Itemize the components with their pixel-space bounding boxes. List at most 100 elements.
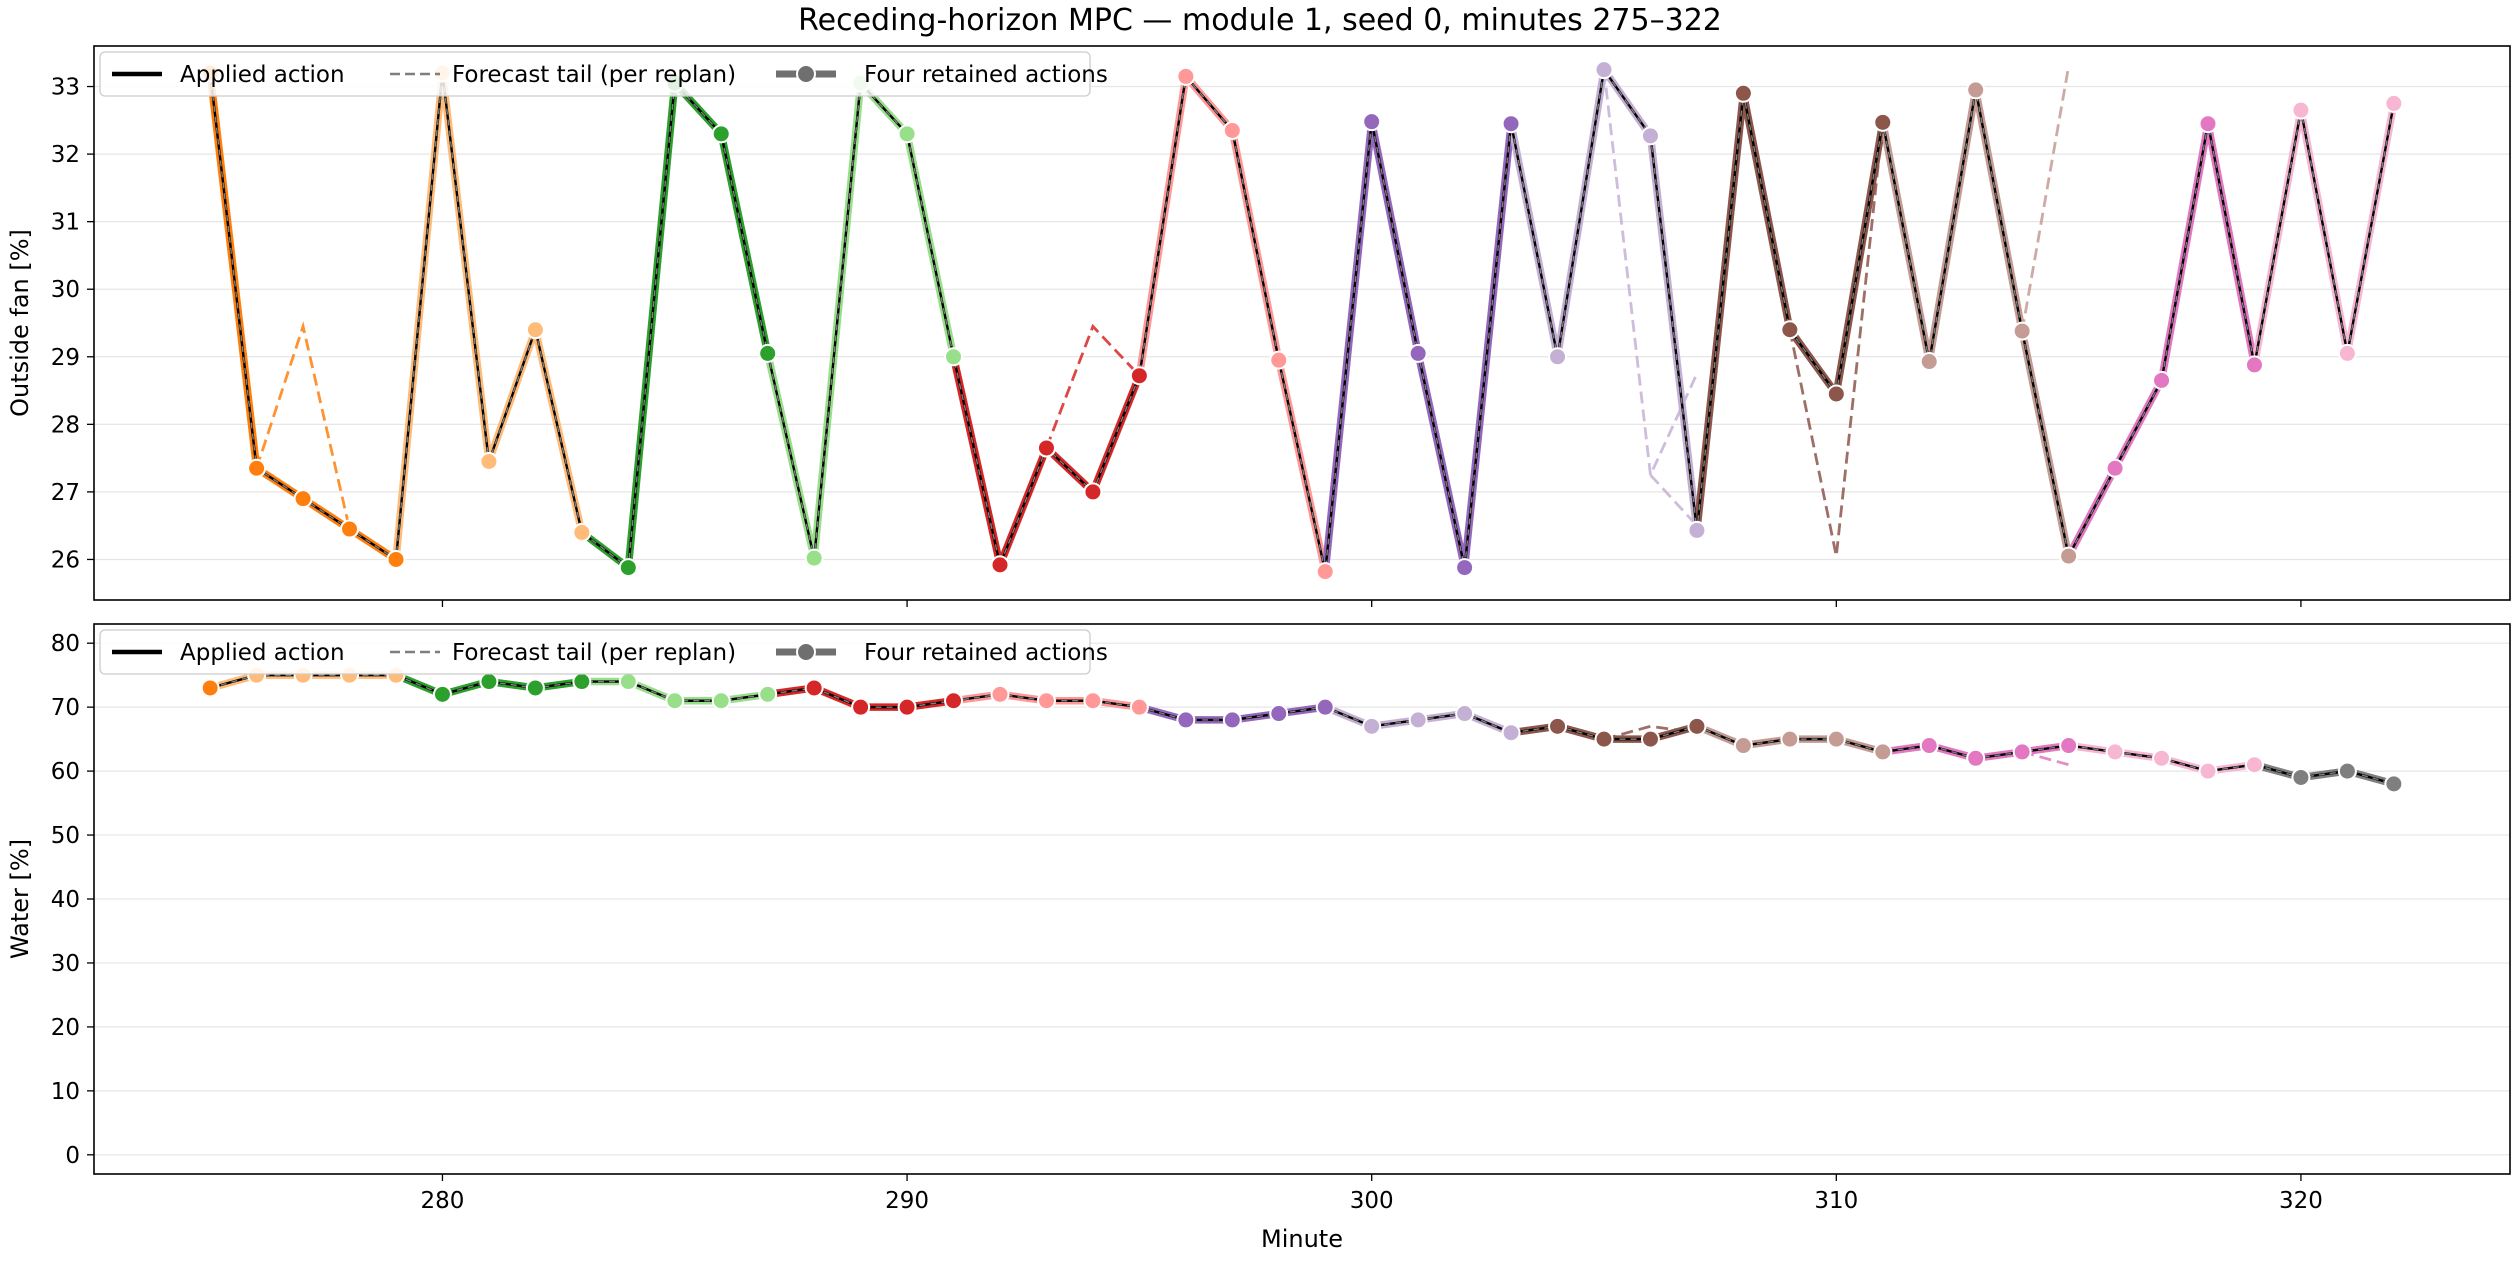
retained-point (665, 691, 685, 711)
y-tick-label: 10 (51, 1079, 80, 1105)
legend-retained-label: Four retained actions (864, 640, 1108, 666)
retained-point (2059, 736, 2079, 756)
forecast-tail-line (2020, 66, 2070, 332)
retained-point (479, 452, 499, 471)
retained-point (1455, 704, 1475, 724)
retained-point (944, 691, 964, 711)
retained-point (1640, 729, 1660, 749)
retained-point (804, 548, 824, 568)
retained-point (572, 522, 592, 542)
legend-box (99, 51, 1091, 97)
y-tick-label: 26 (51, 547, 80, 573)
retained-point (2384, 93, 2404, 113)
retained-point (851, 697, 871, 717)
retained-point (1501, 114, 1521, 134)
retained-point (432, 684, 452, 704)
retained-point (2291, 767, 2311, 787)
retained-point (2059, 546, 2079, 566)
retained-point (1129, 366, 1149, 386)
retained-point (2152, 748, 2172, 768)
retained-point (1036, 438, 1056, 458)
y-axis-label: Water [%] (6, 839, 34, 959)
forecast-tail-line (1649, 474, 1698, 527)
retained-point (2012, 321, 2032, 341)
chart-title: Receding-horizon MPC — module 1, seed 0,… (798, 3, 1722, 38)
x-tick-label: 320 (2279, 1188, 2323, 1214)
retained-point (1780, 320, 1800, 340)
retained-point (2012, 742, 2032, 762)
retained-point (2198, 114, 2218, 134)
retained-point (1826, 384, 1846, 404)
retained-point (1919, 736, 1939, 756)
retained-point (990, 684, 1010, 704)
y-tick-label: 50 (51, 823, 80, 849)
legend-box (99, 629, 1091, 675)
legend-forecast-label: Forecast tail (per replan) (452, 640, 736, 666)
retained-point (1408, 710, 1428, 730)
retained-point (572, 672, 592, 692)
forecast-tail-line (1602, 69, 1699, 481)
y-tick-label: 33 (51, 75, 80, 101)
retained-point (758, 343, 778, 363)
retained-point (1919, 352, 1939, 372)
retained-point (247, 458, 267, 478)
retained-point (1176, 710, 1196, 730)
retained-point (525, 320, 545, 340)
x-tick-label: 300 (1350, 1188, 1394, 1214)
y-tick-label: 20 (51, 1015, 80, 1041)
outside-fan-panel: 26 27 28 29 30 31 32 33 Outside fan [%] Applied a… (6, 45, 2511, 607)
axes-frame (93, 45, 2511, 601)
retained-point (2384, 774, 2404, 794)
retained-point (1873, 742, 1893, 762)
retained-segment-line (2064, 119, 2259, 560)
y-tick-label: 32 (51, 142, 80, 168)
retained-point (1733, 83, 1753, 103)
legend-forecast-label: Forecast tail (per replan) (452, 62, 736, 88)
retained-point (1222, 120, 1242, 140)
y-tick-label: 27 (51, 480, 80, 506)
retained-point (1269, 350, 1289, 370)
legend-applied-label: Applied action (180, 640, 345, 666)
retained-point (711, 691, 731, 711)
legend-applied-label: Applied action (180, 62, 345, 88)
retained-point (1548, 347, 1568, 367)
retained-point (990, 555, 1010, 575)
retained-point (1269, 704, 1289, 724)
x-tick-label: 310 (1814, 1188, 1858, 1214)
forecast-tail-line (1788, 122, 1885, 557)
y-tick-label: 80 (51, 631, 80, 657)
retained-point (1687, 716, 1707, 736)
retained-point (1826, 729, 1846, 749)
retained-point (2105, 458, 2125, 478)
applied-forecast-overlay (209, 67, 2395, 572)
retained-point (2337, 761, 2357, 781)
retained-point (1640, 126, 1660, 146)
retained-point (897, 697, 917, 717)
water-panel: 0 10 20 30 40 50 60 70 80 280 290 300 310 320 Water [%… (6, 623, 2511, 1214)
retained-segment-line (392, 69, 586, 564)
retained-point (1873, 112, 1893, 132)
retained-point (1315, 697, 1335, 717)
retained-point (1362, 716, 1382, 736)
forecast-tail-line (1045, 323, 1141, 449)
retained-point (1594, 60, 1614, 80)
retained-point (1036, 691, 1056, 711)
retained-point (2337, 343, 2357, 363)
retained-segment-line (1693, 89, 1887, 535)
retained-point (618, 558, 638, 578)
legend-retained-marker (796, 642, 816, 662)
retained-point (525, 678, 545, 698)
plot-area (200, 60, 2404, 582)
retained-point (2198, 761, 2218, 781)
y-tick-label: 31 (51, 210, 80, 236)
retained-point (2105, 742, 2125, 762)
retained-segment-line (578, 79, 772, 572)
y-tick-label: 60 (51, 759, 80, 785)
legend-retained-label: Four retained actions (864, 62, 1108, 88)
retained-point (1733, 736, 1753, 756)
retained-segment-line (1135, 72, 1329, 576)
retained-segment-line (949, 353, 1144, 569)
retained-point (1780, 729, 1800, 749)
retained-point (618, 672, 638, 692)
